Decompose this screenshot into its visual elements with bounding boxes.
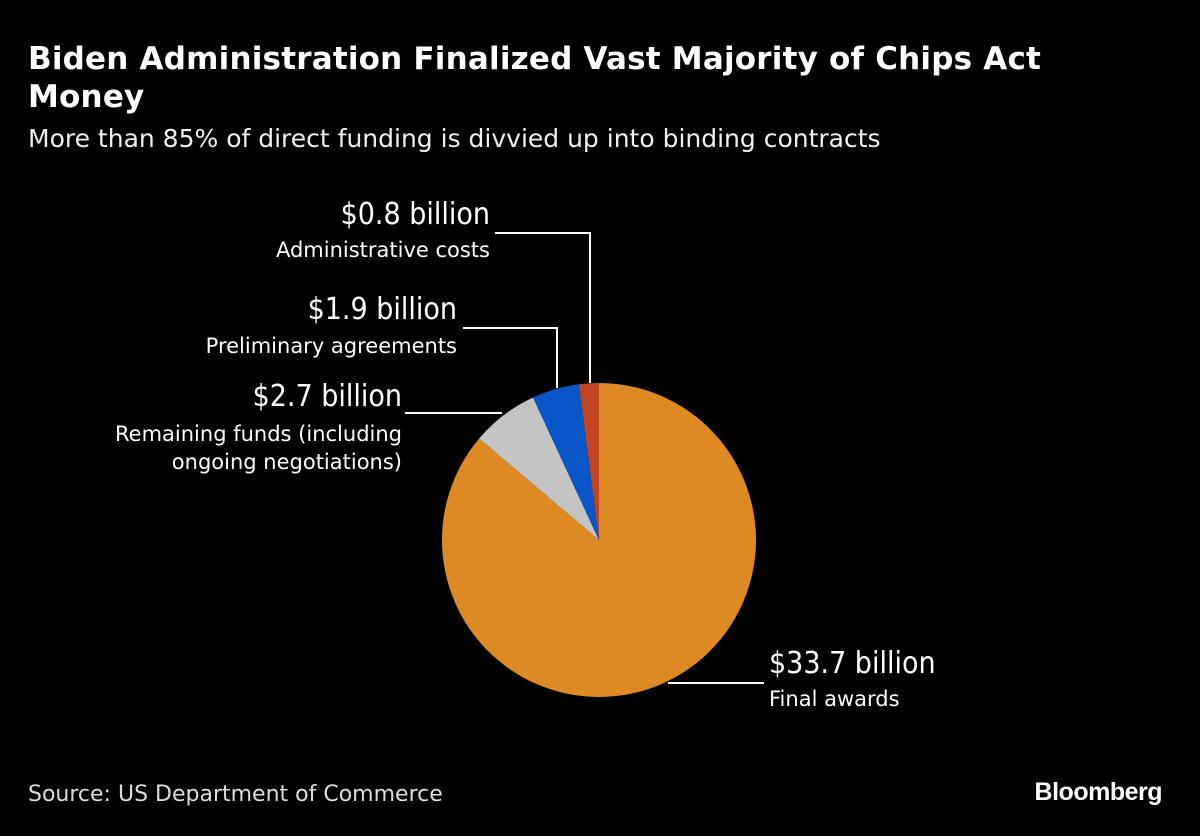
label-value-admin: $0.8 billion: [340, 197, 490, 232]
label-value-final: $33.7 billion: [769, 646, 936, 681]
chart-subtitle: More than 85% of direct funding is divvi…: [28, 124, 881, 153]
bloomberg-logo: Bloomberg: [1034, 778, 1163, 806]
label-value-remaining: $2.7 billion: [252, 379, 402, 414]
chart-title: Biden Administration Finalized Vast Majo…: [28, 41, 1042, 115]
pie-slice-administrative: [578, 383, 599, 540]
pie-slice-preliminary: [532, 384, 599, 540]
leader-line-admin: [495, 232, 591, 383]
label-name-remaining: Remaining funds (including ongoing negot…: [115, 422, 402, 474]
leader-line-prelim: [463, 327, 558, 388]
label-name-admin: Administrative costs: [275, 238, 490, 262]
label-value-prelim: $1.9 billion: [307, 292, 457, 327]
source-note: Source: US Department of Commerce: [28, 782, 443, 807]
label-name-prelim: Preliminary agreements: [205, 334, 457, 358]
pie-slice-remaining: [479, 397, 599, 540]
label-name-final: Final awards: [769, 687, 900, 711]
